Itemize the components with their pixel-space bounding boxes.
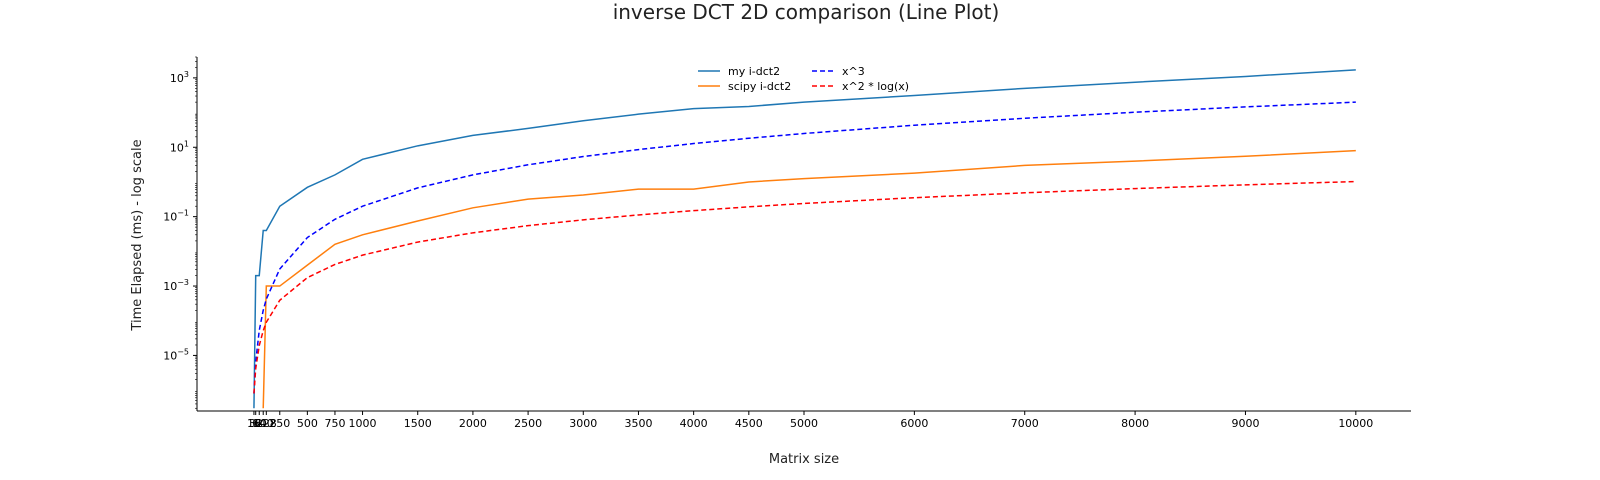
x-tick-label: 5000: [790, 417, 818, 430]
x-tick-label: 7000: [1011, 417, 1039, 430]
y-axis-ticks: 10−5 10−3 10−1 101 103: [163, 56, 197, 409]
x-tick-label: 4000: [680, 417, 708, 430]
x-tick-label: 3000: [569, 417, 597, 430]
x-tick-label: 4500: [735, 417, 763, 430]
x-tick-label: 500: [297, 417, 318, 430]
x-tick-label: 64: [252, 417, 266, 430]
x-tick-label: 8000: [1121, 417, 1149, 430]
x-tick-label: 100: [253, 417, 274, 430]
legend-label: my i-dct2: [728, 65, 780, 78]
x-tick-label: 1000: [349, 417, 377, 430]
x-tick-label: 2500: [514, 417, 542, 430]
y-tick-label: 101: [170, 139, 189, 154]
y-axis-title: Time Elapsed (ms) - log scale: [130, 139, 145, 331]
plot-area: [196, 57, 1411, 412]
legend-label: scipy i-dct2: [728, 80, 791, 93]
series-line-scipy-i-dct2: [262, 149, 1356, 409]
y-tick-label: 103: [170, 70, 189, 85]
x-tick-label: 6000: [900, 417, 928, 430]
y-tick-label: 10−1: [163, 209, 189, 224]
y-tick-label: 10−3: [163, 278, 189, 293]
x-tick-label: 32: [249, 417, 263, 430]
series-line-x-2-log-x-: [253, 180, 1356, 394]
series-line-my-i-dct2: [253, 69, 1356, 409]
legend-label: x^2 * log(x): [842, 80, 909, 93]
x-tick-label: 250: [269, 417, 290, 430]
series-line-x-3: [253, 101, 1356, 394]
legend: my i-dct2 scipy i-dct2 x^3 x^2 * log(x): [698, 65, 909, 93]
legend-label: x^3: [842, 65, 865, 78]
x-tick-label: 128: [256, 417, 277, 430]
x-tick-label: 9000: [1231, 417, 1259, 430]
x-axis-title: Matrix size: [769, 452, 839, 467]
y-tick-label: 10−5: [163, 347, 189, 362]
series-lines: [253, 69, 1356, 409]
chart-title: inverse DCT 2D comparison (Line Plot): [613, 0, 1000, 24]
x-tick-label: 16: [247, 417, 261, 430]
x-tick-label: 1500: [404, 417, 432, 430]
x-tick-label: 750: [324, 417, 345, 430]
x-tick-label: 3500: [624, 417, 652, 430]
x-tick-label: 10000: [1338, 417, 1373, 430]
x-tick-label: 2000: [459, 417, 487, 430]
